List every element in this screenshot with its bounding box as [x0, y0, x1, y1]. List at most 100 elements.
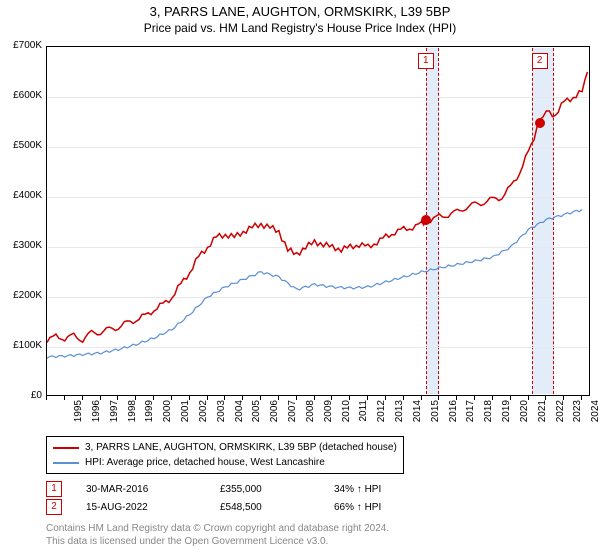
sale-date: 30-MAR-2016: [86, 484, 196, 495]
sale-marker-box: 1: [418, 53, 434, 69]
sale-point: [535, 118, 545, 128]
chart-subtitle: Price paid vs. HM Land Registry's House …: [0, 19, 600, 39]
x-tick-label: 2005: [251, 400, 262, 430]
x-tick: [100, 396, 101, 400]
x-tick: [224, 396, 225, 400]
legend-row: 3, PARRS LANE, AUGHTON, ORMSKIRK, L39 5B…: [53, 440, 397, 455]
sale-row-marker: 1: [46, 481, 62, 497]
x-tick-label: 1998: [127, 400, 138, 430]
x-tick: [528, 396, 529, 400]
x-tick: [171, 396, 172, 400]
x-tick-label: 2014: [412, 400, 423, 430]
y-tick-label: £0: [2, 390, 42, 401]
x-tick: [314, 396, 315, 400]
y-tick-label: £600K: [2, 90, 42, 101]
x-tick-label: 2015: [430, 400, 441, 430]
x-tick: [242, 396, 243, 400]
x-tick: [117, 396, 118, 400]
x-tick-label: 2024: [590, 400, 600, 430]
sale-row: 2 15-AUG-2022 £548,500 66% ↑ HPI: [46, 498, 381, 516]
x-tick: [278, 396, 279, 400]
y-tick-label: £700K: [2, 40, 42, 51]
sale-marker-box: 2: [532, 53, 548, 69]
x-tick: [64, 396, 65, 400]
chart-title: 3, PARRS LANE, AUGHTON, ORMSKIRK, L39 5B…: [0, 0, 600, 19]
sale-price: £355,000: [220, 484, 310, 495]
x-tick-label: 2008: [305, 400, 316, 430]
sale-delta: 34% ↑ HPI: [334, 484, 381, 495]
x-tick-label: 2023: [572, 400, 583, 430]
x-tick: [135, 396, 136, 400]
x-tick-label: 2017: [465, 400, 476, 430]
x-tick-label: 2018: [483, 400, 494, 430]
y-tick-label: £100K: [2, 340, 42, 351]
x-tick: [260, 396, 261, 400]
x-tick-label: 2012: [376, 400, 387, 430]
x-tick: [510, 396, 511, 400]
series-property: [47, 72, 587, 343]
x-tick: [492, 396, 493, 400]
x-tick: [385, 396, 386, 400]
x-tick: [563, 396, 564, 400]
legend-row: HPI: Average price, detached house, West…: [53, 455, 397, 470]
x-tick: [421, 396, 422, 400]
footer-line-2: This data is licensed under the Open Gov…: [46, 535, 389, 548]
x-tick-label: 2011: [358, 400, 369, 430]
x-tick: [349, 396, 350, 400]
x-tick: [46, 396, 47, 400]
x-tick-label: 2019: [501, 400, 512, 430]
sales-table: 1 30-MAR-2016 £355,000 34% ↑ HPI 2 15-AUG-202…: [46, 480, 381, 516]
x-tick-label: 2000: [162, 400, 173, 430]
x-tick: [474, 396, 475, 400]
footer-attribution: Contains HM Land Registry data © Crown c…: [46, 522, 389, 548]
sale-date: 15-AUG-2022: [86, 502, 196, 513]
sale-row: 1 30-MAR-2016 £355,000 34% ↑ HPI: [46, 480, 381, 498]
sale-delta: 66% ↑ HPI: [334, 502, 381, 513]
x-tick-label: 2001: [180, 400, 191, 430]
legend-swatch: [53, 447, 79, 449]
x-tick: [207, 396, 208, 400]
x-tick-label: 2009: [323, 400, 334, 430]
x-tick-label: 2007: [287, 400, 298, 430]
x-tick: [403, 396, 404, 400]
x-tick-label: 2003: [216, 400, 227, 430]
y-tick-label: £300K: [2, 240, 42, 251]
x-tick: [545, 396, 546, 400]
sale-point: [421, 215, 431, 225]
x-tick-label: 2002: [198, 400, 209, 430]
legend: 3, PARRS LANE, AUGHTON, ORMSKIRK, L39 5B…: [46, 436, 404, 474]
x-tick: [456, 396, 457, 400]
x-tick-label: 2010: [341, 400, 352, 430]
x-tick: [153, 396, 154, 400]
sale-row-marker: 2: [46, 499, 62, 515]
y-tick-label: £200K: [2, 290, 42, 301]
line-series: [47, 47, 591, 397]
x-tick: [296, 396, 297, 400]
x-tick-label: 1997: [109, 400, 120, 430]
sale-price: £548,500: [220, 502, 310, 513]
legend-label: 3, PARRS LANE, AUGHTON, ORMSKIRK, L39 5B…: [85, 440, 397, 455]
x-tick-label: 2016: [448, 400, 459, 430]
plot-area: 12: [46, 46, 590, 396]
legend-swatch: [53, 462, 79, 464]
x-tick: [438, 396, 439, 400]
x-tick-label: 2022: [555, 400, 566, 430]
y-tick-label: £500K: [2, 140, 42, 151]
x-tick: [82, 396, 83, 400]
legend-label: HPI: Average price, detached house, West…: [85, 455, 325, 470]
x-tick: [189, 396, 190, 400]
x-tick-label: 2020: [519, 400, 530, 430]
x-tick-label: 2021: [537, 400, 548, 430]
x-tick: [581, 396, 582, 400]
x-tick-label: 2013: [394, 400, 405, 430]
x-tick-label: 2006: [269, 400, 280, 430]
x-tick-label: 1996: [91, 400, 102, 430]
footer-line-1: Contains HM Land Registry data © Crown c…: [46, 522, 389, 535]
chart-area: 12: [46, 46, 590, 396]
series-hpi: [47, 210, 582, 359]
x-tick: [367, 396, 368, 400]
x-tick: [331, 396, 332, 400]
x-tick-label: 1995: [73, 400, 84, 430]
y-tick-label: £400K: [2, 190, 42, 201]
x-tick-label: 1999: [144, 400, 155, 430]
